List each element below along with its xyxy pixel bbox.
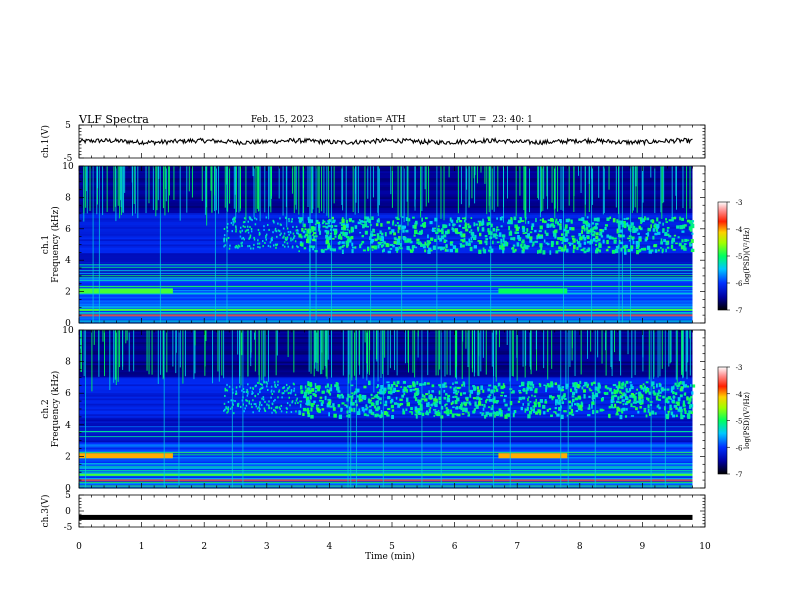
colorbar-2-tick-label: -4 — [736, 391, 743, 399]
panel-2-ytick-label: 6 — [65, 389, 71, 399]
start-ut-value: 23: 40: 1 — [492, 115, 533, 125]
colorbar-2-tick-label: -6 — [736, 444, 743, 452]
panel-0-ytick-label: -5 — [64, 154, 73, 164]
waveform-0-trace — [78, 136, 693, 147]
panel-1-ytick-label: 0 — [65, 319, 71, 329]
panel-1-ytick-label: 8 — [65, 193, 71, 203]
panel-1-ytick-label: 4 — [65, 256, 71, 266]
colorbar-2-tick-label: -7 — [736, 471, 743, 479]
start-time-label: start UT = 23: 40: 1 — [438, 115, 533, 125]
ch3-ylabel: ch.3(V) — [40, 495, 51, 528]
x-tick-label: 8 — [577, 542, 583, 552]
panel-3-ytick-label: 5 — [65, 491, 71, 501]
x-tick-label: 10 — [699, 542, 711, 552]
colorbar-2-tick-label: -3 — [736, 364, 743, 372]
panel-2-ytick-label: 4 — [65, 421, 71, 431]
panel-2-ytick-label: 0 — [65, 484, 71, 494]
x-tick-label: 0 — [76, 542, 82, 552]
colorbar-1-tick-label: -6 — [736, 280, 743, 288]
panel-2-ytick-label: 8 — [65, 358, 71, 368]
spectrogram-1-image — [79, 166, 695, 324]
x-tick-label: 4 — [327, 542, 333, 552]
station-label: station= ATH — [344, 115, 406, 125]
x-tick-label: 3 — [264, 542, 270, 552]
start-ut-prefix: start UT = — [438, 115, 487, 125]
colorbar-1-tick-label: -7 — [736, 307, 743, 315]
colorbar-1-tick-label: -4 — [736, 226, 743, 234]
colorbar-2-tick-label: -5 — [736, 418, 743, 426]
panel-2-ytick-label: 10 — [62, 326, 74, 336]
colorbar-2 — [717, 366, 728, 475]
colorbar-1-tick-label: -3 — [736, 199, 743, 207]
panel-2-ytick-label: 2 — [65, 452, 71, 462]
colorbar-1-label: log(PSD)(V²/Hz) — [743, 227, 751, 284]
x-tick-label: 2 — [201, 542, 207, 552]
panel-1-ytick-label: 6 — [65, 225, 71, 235]
colorbar-1 — [717, 201, 728, 311]
spectrogram-1-ylabel-frequency: Frequency (kHz) — [50, 206, 61, 283]
panel-3-ytick-label: 0 — [65, 507, 71, 517]
waveform-3-trace — [79, 514, 693, 520]
colorbar-2-label: log(PSD)(V²/Hz) — [743, 392, 751, 449]
x-tick-label: 6 — [452, 542, 458, 552]
x-tick-label: 5 — [389, 542, 395, 552]
panel-1-ytick-label: 10 — [62, 162, 74, 172]
spectrogram-2-ylabel-frequency: Frequency (kHz) — [50, 371, 61, 448]
panels-layer — [78, 136, 696, 520]
date-label: Feb. 15, 2023 — [251, 115, 314, 125]
spectrogram-2-ylabel-channel: ch.2 — [41, 399, 51, 418]
x-axis-label: Time (min) — [365, 551, 415, 562]
panel-0-ytick-label: 5 — [65, 121, 71, 131]
ch1-ylabel: ch.1(V) — [40, 125, 51, 158]
x-tick-label: 1 — [139, 542, 145, 552]
x-tick-label: 7 — [514, 542, 520, 552]
spectrogram-1-ylabel-channel: ch.1 — [41, 235, 51, 254]
chart-title: VLF Spectra — [79, 113, 149, 126]
panel-1-ytick-label: 2 — [65, 288, 71, 298]
panel-3-ytick-label: -5 — [64, 523, 73, 533]
spectrogram-2-image — [79, 330, 696, 489]
x-tick-label: 9 — [640, 542, 646, 552]
colorbar-1-tick-label: -5 — [736, 253, 743, 261]
